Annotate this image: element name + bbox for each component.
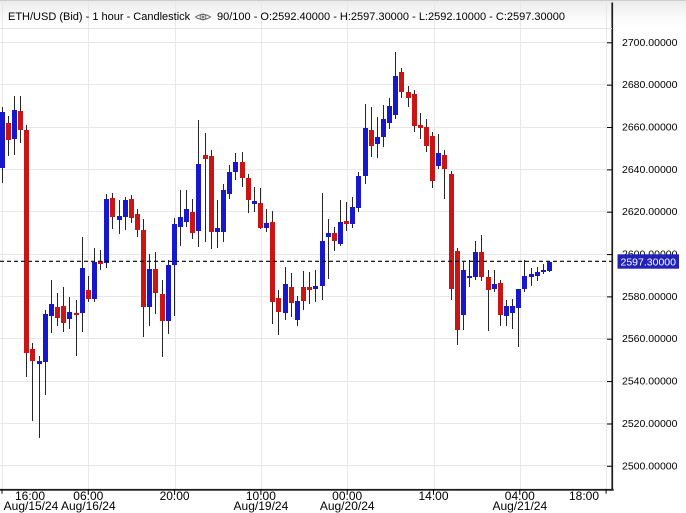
svg-text:Aug/16/24: Aug/16/24 (61, 499, 116, 513)
svg-text:Aug/19/24: Aug/19/24 (234, 499, 289, 513)
svg-text:90/100 - O:2592.40000 - H:2597: 90/100 - O:2592.40000 - H:2597.30000 - L… (217, 11, 565, 23)
svg-text:ETH/USD (Bid) - 1 hour - Candl: ETH/USD (Bid) - 1 hour - Candlestick (8, 11, 191, 23)
svg-text:2640.00000: 2640.00000 (622, 164, 678, 176)
svg-text:10:00: 10:00 (246, 489, 276, 503)
svg-text:2500.00000: 2500.00000 (622, 460, 678, 472)
svg-text:18:00: 18:00 (569, 489, 599, 503)
svg-text:2620.00000: 2620.00000 (622, 206, 678, 218)
svg-text:06:00: 06:00 (73, 489, 103, 503)
svg-text:2560.00000: 2560.00000 (622, 333, 678, 345)
svg-text:16:00: 16:00 (15, 489, 45, 503)
svg-text:2580.00000: 2580.00000 (622, 291, 678, 303)
svg-text:2700.00000: 2700.00000 (622, 37, 678, 49)
svg-text:2540.00000: 2540.00000 (622, 376, 678, 388)
svg-text:2597.30000: 2597.30000 (621, 257, 677, 269)
svg-text:14:00: 14:00 (418, 489, 448, 503)
svg-text:Aug/20/24: Aug/20/24 (320, 499, 375, 513)
svg-text:2660.00000: 2660.00000 (622, 122, 678, 134)
svg-text:04:00: 04:00 (505, 489, 535, 503)
svg-text:Aug/15/24: Aug/15/24 (4, 499, 59, 513)
svg-text:20:00: 20:00 (160, 489, 190, 503)
svg-text:2520.00000: 2520.00000 (622, 418, 678, 430)
svg-text:00:00: 00:00 (332, 489, 362, 503)
svg-text:Aug/21/24: Aug/21/24 (492, 499, 547, 513)
svg-text:2680.00000: 2680.00000 (622, 79, 678, 91)
